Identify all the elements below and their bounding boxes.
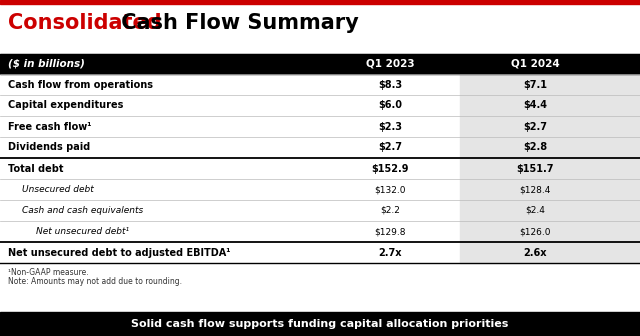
Text: Note: Amounts may not add due to rounding.: Note: Amounts may not add due to roundin…: [8, 277, 182, 286]
Text: $6.0: $6.0: [378, 100, 402, 111]
Text: $126.0: $126.0: [519, 227, 551, 236]
Text: $2.2: $2.2: [380, 206, 400, 215]
Text: ($ in billions): ($ in billions): [8, 59, 85, 69]
Bar: [0, 312, 640, 336]
Text: Net unsecured debt to adjusted EBITDA¹: Net unsecured debt to adjusted EBITDA¹: [8, 248, 230, 257]
Bar: [0, 0, 640, 4]
Text: $132.0: $132.0: [374, 185, 406, 194]
Text: $151.7: $151.7: [516, 164, 554, 173]
Text: $2.3: $2.3: [378, 122, 402, 131]
Text: Free cash flow¹: Free cash flow¹: [8, 122, 92, 131]
Text: Cash and cash equivalents: Cash and cash equivalents: [22, 206, 143, 215]
Text: $152.9: $152.9: [371, 164, 409, 173]
Text: $4.4: $4.4: [523, 100, 547, 111]
Text: $2.7: $2.7: [378, 142, 402, 153]
Text: $129.8: $129.8: [374, 227, 406, 236]
Text: $8.3: $8.3: [378, 80, 402, 89]
Text: Unsecured debt: Unsecured debt: [22, 185, 93, 194]
Text: $2.8: $2.8: [523, 142, 547, 153]
Text: $128.4: $128.4: [519, 185, 550, 194]
Text: Capital expenditures: Capital expenditures: [8, 100, 124, 111]
Text: $2.7: $2.7: [523, 122, 547, 131]
Text: Total debt: Total debt: [8, 164, 63, 173]
Text: Consolidated: Consolidated: [8, 13, 162, 33]
Text: Net unsecured debt¹: Net unsecured debt¹: [36, 227, 129, 236]
Text: 2.7x: 2.7x: [378, 248, 402, 257]
Bar: [460, 74, 640, 263]
Text: Solid cash flow supports funding capital allocation priorities: Solid cash flow supports funding capital…: [131, 319, 509, 329]
Text: 2.6x: 2.6x: [524, 248, 547, 257]
Text: Q1 2024: Q1 2024: [511, 59, 559, 69]
Text: Cash Flow Summary: Cash Flow Summary: [114, 13, 359, 33]
Bar: [0, 54, 640, 74]
Text: Q1 2023: Q1 2023: [365, 59, 414, 69]
Text: $2.4: $2.4: [525, 206, 545, 215]
Text: $7.1: $7.1: [523, 80, 547, 89]
Text: ¹Non-GAAP measure.: ¹Non-GAAP measure.: [8, 268, 88, 277]
Text: Dividends paid: Dividends paid: [8, 142, 90, 153]
Text: Cash flow from operations: Cash flow from operations: [8, 80, 153, 89]
